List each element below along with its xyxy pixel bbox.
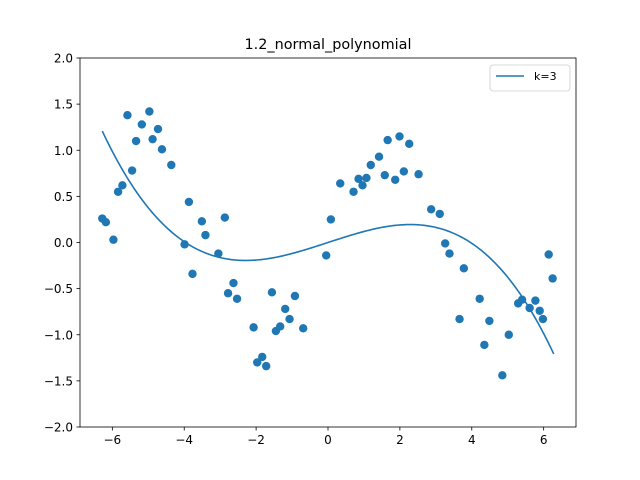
chart-title: 1.2_normal_polynomial (245, 37, 412, 53)
data-point (475, 294, 484, 303)
data-point (336, 179, 345, 188)
data-point (229, 278, 238, 288)
data-point (322, 251, 331, 260)
data-point (362, 173, 371, 183)
data-point (101, 218, 111, 227)
data-point (358, 181, 367, 190)
data-point (145, 107, 154, 116)
x-tick-label: −4 (175, 433, 193, 447)
data-point (109, 235, 118, 244)
data-point (220, 213, 230, 222)
data-point (435, 209, 444, 219)
data-point (538, 314, 548, 324)
data-point (399, 167, 409, 176)
data-point (504, 330, 513, 339)
data-point (281, 304, 290, 314)
data-point (123, 110, 132, 120)
data-point (167, 160, 176, 170)
data-point (113, 187, 123, 196)
data-point (137, 120, 147, 129)
data-point (380, 170, 389, 180)
data-point (275, 322, 285, 331)
data-point (459, 264, 469, 273)
x-tick-label: 6 (540, 433, 548, 447)
data-point (366, 160, 375, 170)
data-point (426, 205, 436, 214)
data-point (374, 152, 384, 161)
data-point (354, 174, 363, 184)
data-point (223, 289, 233, 298)
data-point (127, 166, 137, 175)
y-tick-label: −1.5 (44, 374, 73, 388)
data-point (188, 269, 197, 279)
data-point (197, 217, 207, 226)
y-tick-label: −1.0 (44, 328, 73, 342)
data-point (214, 249, 223, 258)
data-point (252, 358, 262, 367)
y-tick-label: 1.0 (54, 144, 73, 158)
data-point (148, 134, 157, 144)
y-tick-label: 0.0 (54, 236, 73, 250)
data-point (445, 249, 454, 258)
data-point (249, 323, 258, 332)
axis-ticks: −6 −4 −2 0 2 4 6 −2.0 −1.5 −1.0 −0.5 0.0 0.5 1.0 1.5 2.… (44, 52, 548, 448)
legend-label: k=3 (534, 70, 557, 83)
y-tick-label: 1.5 (54, 98, 73, 112)
data-point (535, 306, 544, 315)
legend: k=3 (489, 64, 571, 92)
data-point (299, 324, 308, 333)
data-point (531, 296, 540, 305)
data-point (498, 371, 507, 380)
data-point (349, 187, 358, 196)
data-point (517, 295, 527, 304)
y-tick-label: −0.5 (44, 282, 73, 296)
data-point (180, 240, 189, 249)
data-point (485, 316, 494, 326)
x-tick-label: 0 (324, 433, 332, 447)
data-point (267, 288, 277, 297)
x-tick-label: −6 (103, 433, 121, 447)
data-point (326, 215, 336, 224)
data-point (383, 135, 392, 145)
x-tick-label: 4 (468, 433, 476, 447)
data-point (285, 314, 294, 324)
data-point (405, 139, 414, 148)
data-point (480, 340, 489, 350)
data-point (131, 136, 141, 146)
data-point (290, 291, 300, 301)
data-point (258, 352, 267, 362)
data-point (118, 181, 127, 190)
data-point (153, 124, 163, 134)
fit-line (101, 130, 555, 355)
y-tick-label: −2.0 (44, 421, 73, 435)
data-point (261, 361, 271, 371)
data-point (157, 145, 167, 154)
data-point (395, 132, 404, 141)
data-point (184, 197, 194, 207)
data-point (232, 294, 242, 303)
data-point (414, 170, 423, 179)
legend-box (489, 64, 571, 92)
data-point (455, 314, 464, 324)
y-tick-label: 2.0 (54, 52, 73, 66)
x-tick-label: 2 (396, 433, 404, 447)
data-point (440, 239, 450, 248)
plot-frame (79, 57, 577, 428)
y-tick-label: 0.5 (54, 190, 73, 204)
data-point (201, 230, 210, 240)
x-tick-label: −2 (247, 433, 265, 447)
data-point (544, 250, 553, 259)
data-point (391, 175, 400, 184)
data-point (548, 274, 557, 283)
